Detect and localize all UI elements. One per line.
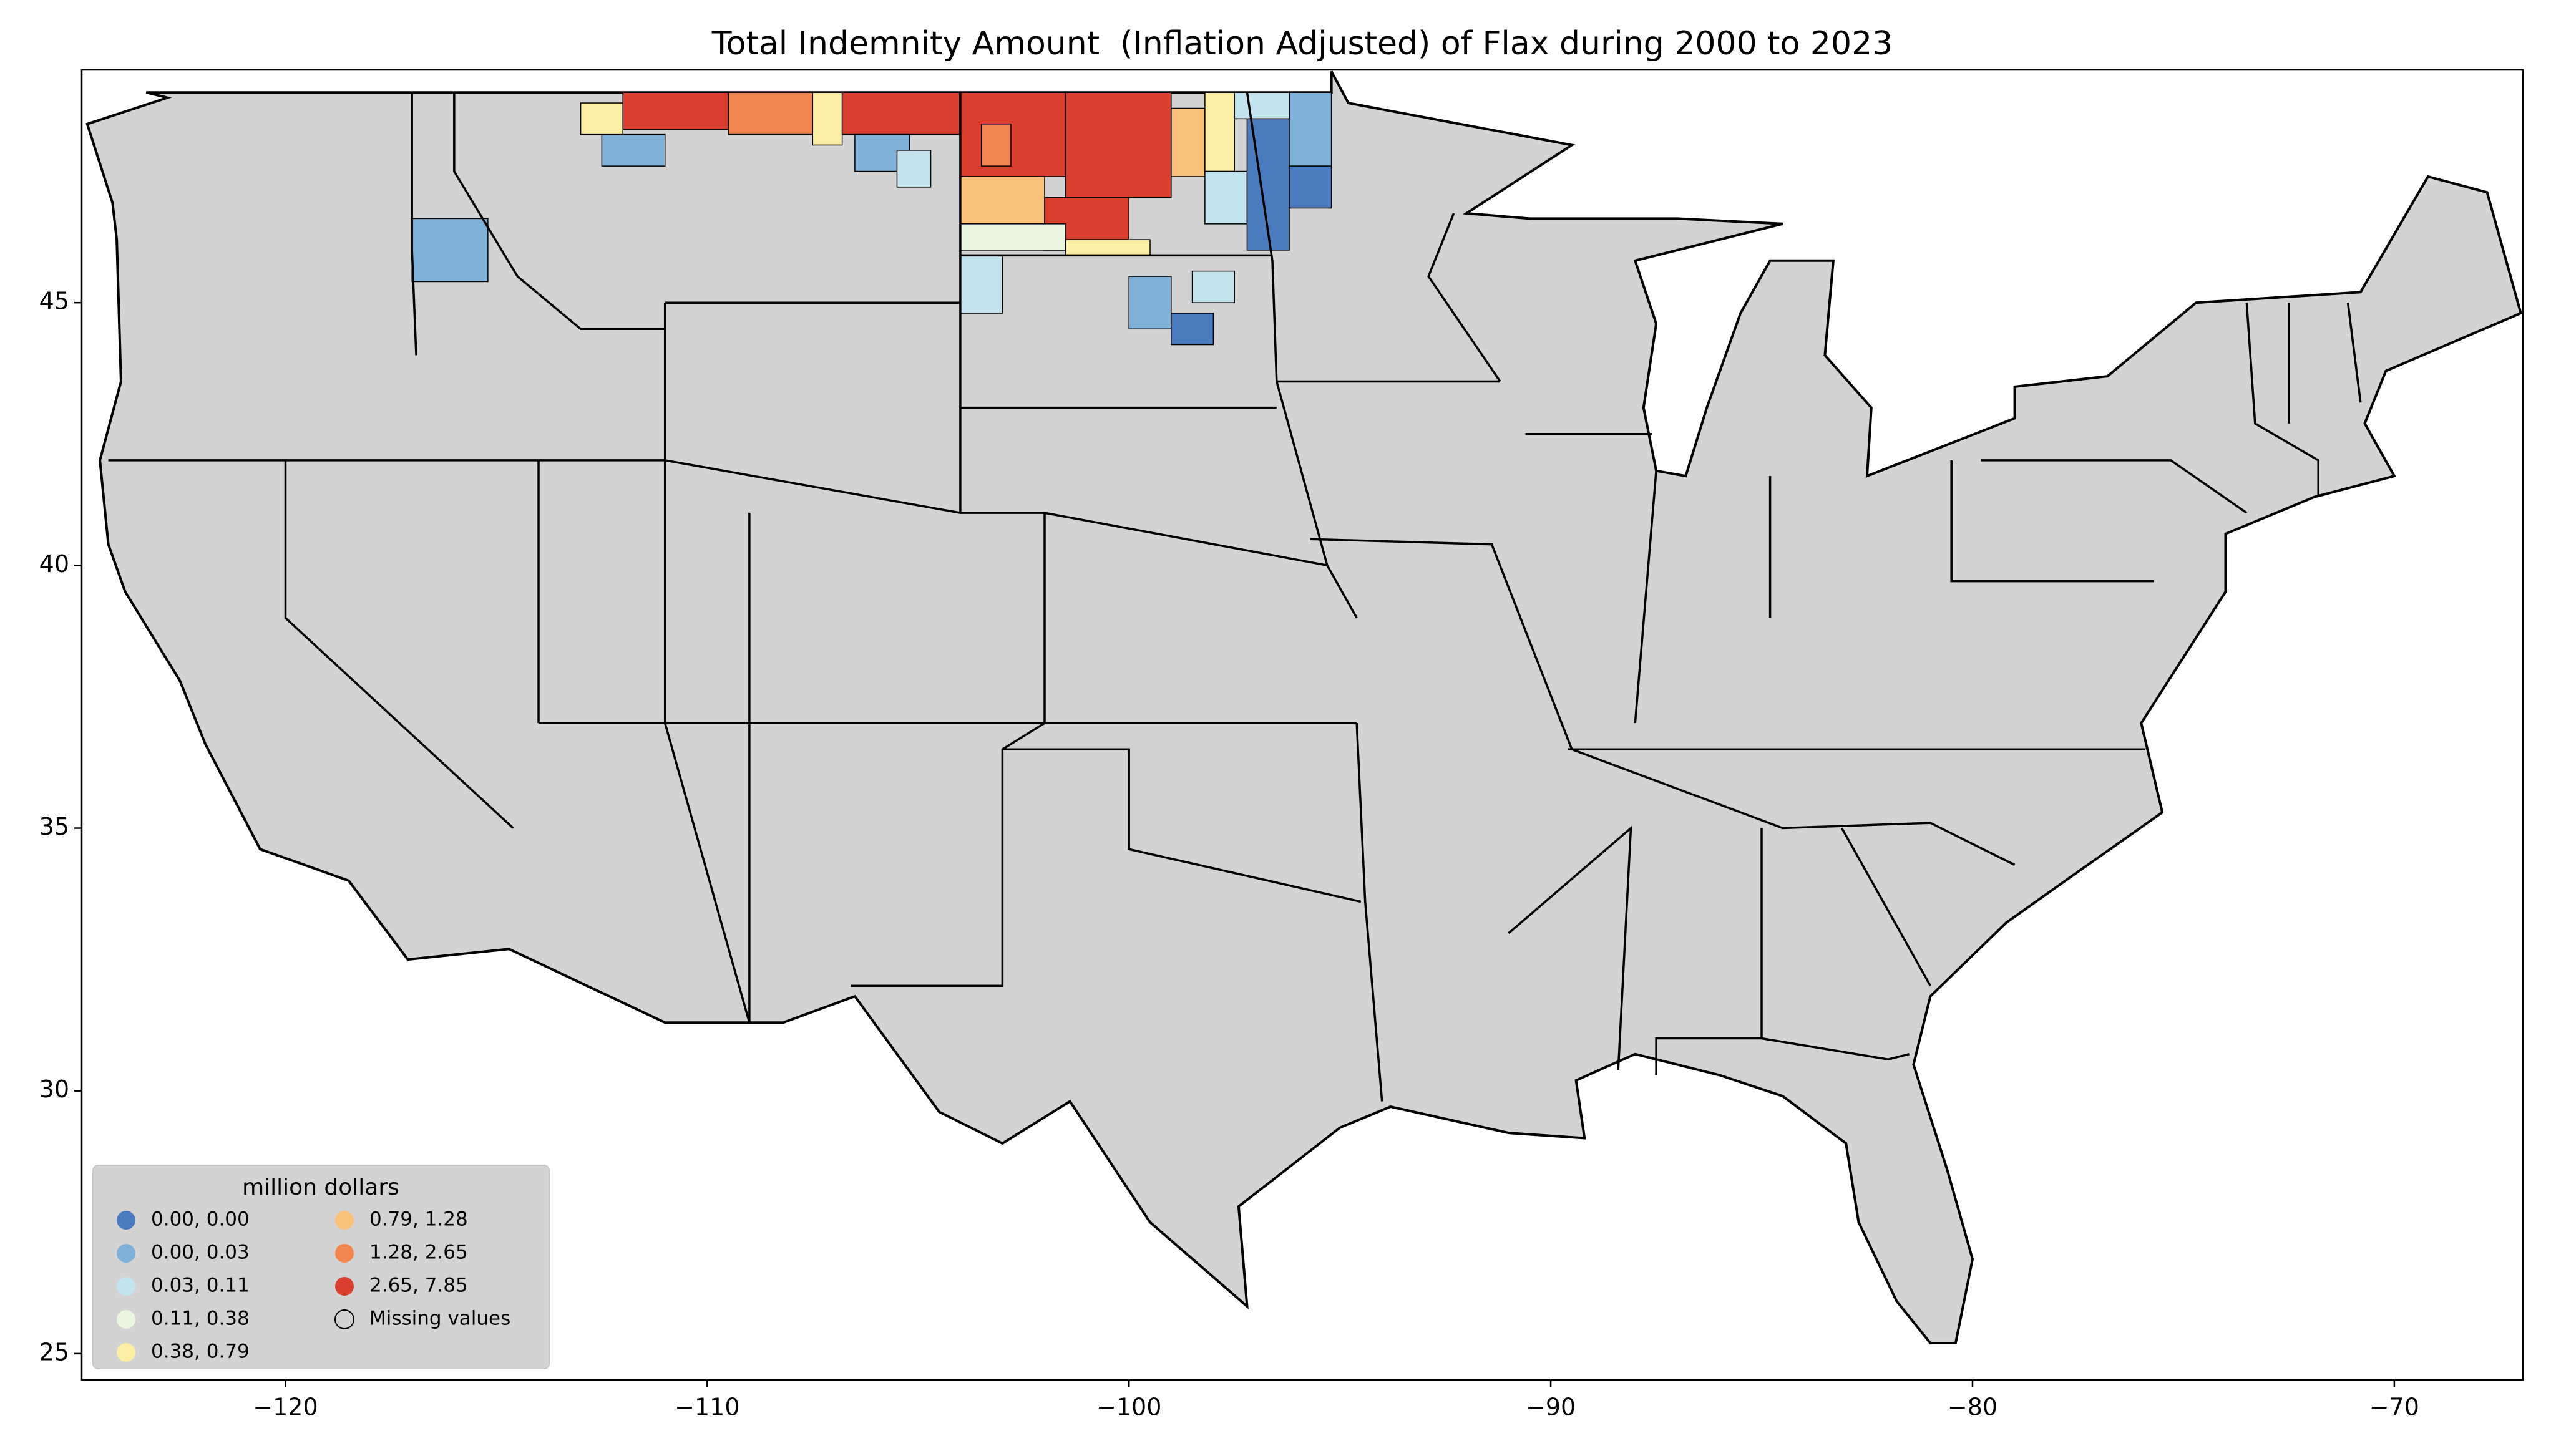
county-group <box>960 92 1066 177</box>
state-border <box>108 459 1328 567</box>
state-border <box>1246 92 1278 382</box>
y-tick-label: 45 <box>39 288 69 315</box>
state-border <box>453 92 665 331</box>
county-group <box>896 150 932 188</box>
county-group <box>1171 107 1206 177</box>
state-border <box>2245 303 2319 497</box>
county-group <box>960 255 1003 314</box>
state-border <box>1508 825 1632 1070</box>
county-group <box>1128 276 1172 330</box>
x-tick-label: −80 <box>1948 1394 1997 1421</box>
legend-label: 1.28, 2.65 <box>369 1241 468 1264</box>
y-tick-label: 35 <box>39 813 69 840</box>
legend-marker <box>117 1310 135 1329</box>
state-border <box>1950 460 2154 583</box>
county-group <box>1204 170 1248 225</box>
x-tick-label: −120 <box>253 1394 318 1421</box>
x-tick-label: −70 <box>2369 1394 2419 1421</box>
county-group <box>1289 92 1332 167</box>
state-border <box>1981 459 2248 514</box>
legend-marker <box>117 1244 135 1263</box>
state-border <box>1634 470 1657 724</box>
county-group <box>1065 92 1172 198</box>
county-group <box>960 176 1045 225</box>
county-group <box>622 92 729 130</box>
map-area <box>85 70 2522 1344</box>
x-tick-label: −100 <box>1096 1394 1161 1421</box>
legend-marker <box>334 1309 354 1329</box>
legend-title: million dollars <box>242 1175 399 1200</box>
state-border <box>1655 828 1763 1075</box>
legend-label: 0.00, 0.00 <box>151 1208 250 1231</box>
state-border <box>1310 538 2016 866</box>
legend-label: 0.00, 0.03 <box>151 1241 250 1264</box>
y-tick-label: 25 <box>39 1338 69 1366</box>
county-group <box>1065 239 1151 256</box>
state-border <box>411 92 417 356</box>
axes-frame <box>80 69 2524 1381</box>
state-border <box>2346 302 2362 403</box>
x-tick-label: −90 <box>1526 1394 1576 1421</box>
legend-label: 0.79, 1.28 <box>369 1208 468 1231</box>
county-group <box>1234 92 1290 120</box>
state-border <box>1427 213 1501 382</box>
legend-marker <box>335 1211 354 1230</box>
county-group <box>1289 165 1332 209</box>
state-border <box>1002 748 1362 903</box>
county-group <box>1171 313 1214 346</box>
county-group <box>411 218 489 283</box>
county-group <box>1204 92 1235 172</box>
county-group <box>728 92 814 135</box>
x-tick-label: −110 <box>675 1394 739 1421</box>
legend-label: 0.11, 0.38 <box>151 1308 250 1330</box>
legend-box <box>92 1165 550 1369</box>
county-group <box>980 124 1012 167</box>
legend-label: 2.65, 7.85 <box>369 1274 468 1297</box>
legend-label: 0.38, 0.79 <box>151 1341 250 1363</box>
legend-marker <box>335 1244 354 1263</box>
county-group <box>580 102 623 135</box>
legend-marker <box>117 1211 135 1230</box>
country-shape <box>85 70 2522 1344</box>
legend: million dollars 0.00, 0.00 0.00, 0.03 0.03,… <box>92 1165 550 1369</box>
county-group <box>841 92 961 135</box>
legend-marker <box>117 1343 135 1362</box>
state-border <box>1761 1037 1910 1060</box>
county-group <box>812 92 843 146</box>
state-border <box>1840 827 1931 987</box>
county-group <box>1191 270 1235 303</box>
legend-marker <box>335 1277 354 1296</box>
y-tick-label: 30 <box>39 1075 69 1103</box>
county-group <box>960 223 1066 251</box>
county-group <box>601 133 666 167</box>
legend-label: 0.03, 0.11 <box>151 1274 250 1297</box>
map-title: Total Indemnity Amount (Inflation Adjust… <box>711 25 1893 62</box>
state-border <box>284 460 514 829</box>
state-border <box>1355 723 1383 1102</box>
state-border <box>1276 381 1358 619</box>
legend-label: Missing values <box>369 1308 510 1330</box>
y-tick-label: 40 <box>39 550 69 578</box>
legend-marker <box>117 1277 135 1296</box>
